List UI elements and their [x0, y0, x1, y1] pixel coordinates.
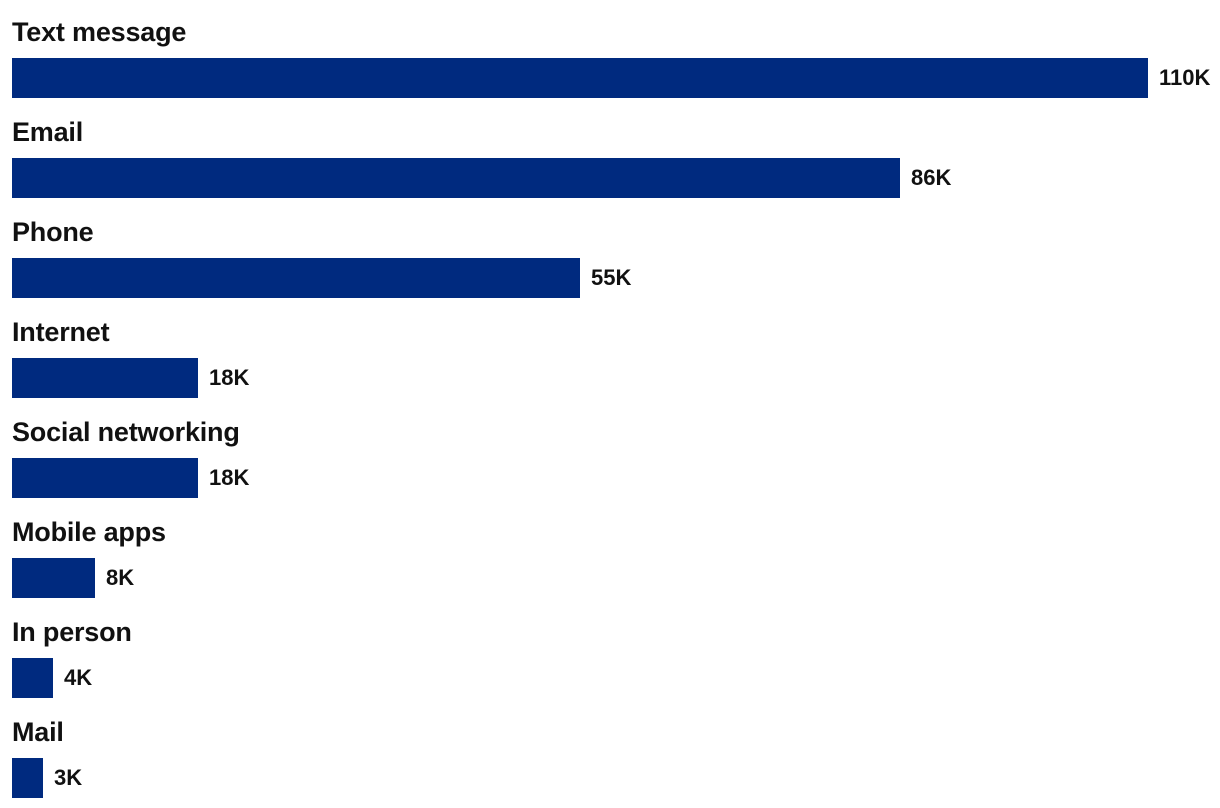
- value-label-phone: 55K: [591, 265, 632, 290]
- value-label-text-message: 110K: [1159, 65, 1211, 90]
- category-label-mobile-apps: Mobile apps: [12, 517, 166, 547]
- category-label-text-message: Text message: [12, 17, 187, 47]
- category-label-in-person: In person: [12, 617, 132, 647]
- bar-phone: [12, 258, 580, 298]
- bar-email: [12, 158, 900, 198]
- value-label-mail: 3K: [54, 765, 83, 790]
- category-label-email: Email: [12, 117, 84, 147]
- value-label-mobile-apps: 8K: [106, 565, 135, 590]
- category-label-internet: Internet: [12, 317, 110, 347]
- bar-text-message: [12, 58, 1148, 98]
- bar-mobile-apps: [12, 558, 95, 598]
- value-label-internet: 18K: [209, 365, 250, 390]
- value-label-email: 86K: [911, 165, 952, 190]
- category-label-social-networking: Social networking: [12, 417, 240, 447]
- bar-in-person: [12, 658, 53, 698]
- category-label-mail: Mail: [12, 717, 64, 747]
- value-label-social-networking: 18K: [209, 465, 250, 490]
- value-label-in-person: 4K: [64, 665, 93, 690]
- bar-internet: [12, 358, 198, 398]
- category-label-phone: Phone: [12, 217, 94, 247]
- bar-social-networking: [12, 458, 198, 498]
- bar-mail: [12, 758, 43, 798]
